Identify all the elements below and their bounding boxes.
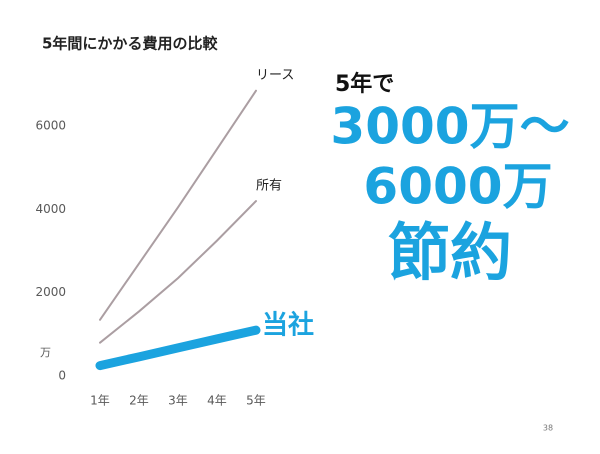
series-line <box>99 200 257 344</box>
annotation: 5年で <box>335 71 394 97</box>
x-tick-label: 2年 <box>129 394 149 408</box>
series-line <box>99 89 257 321</box>
x-tick-label: 5年 <box>246 394 266 408</box>
x-tick-label: 3年 <box>168 394 188 408</box>
y-unit: 万 <box>40 346 51 359</box>
y-tick-label: 2000 <box>35 285 66 299</box>
y-tick-label: 6000 <box>35 119 66 133</box>
series-label: 当社 <box>262 310 314 341</box>
annotation: 3000万～ <box>330 98 569 156</box>
y-tick-label: 0 <box>58 369 66 383</box>
y-tick-label: 4000 <box>35 202 66 216</box>
series-label: 所有 <box>256 179 282 194</box>
x-tick-label: 4年 <box>207 394 227 408</box>
annotation: 節約 <box>388 216 512 289</box>
series-line <box>95 325 261 371</box>
annotation: 6000万 <box>363 158 552 216</box>
x-tick-label: 1年 <box>90 394 110 408</box>
page-number: 38 <box>543 424 553 433</box>
chart-title: 5年間にかかる費用の比較 <box>42 35 218 53</box>
series-label: リース <box>256 68 294 83</box>
